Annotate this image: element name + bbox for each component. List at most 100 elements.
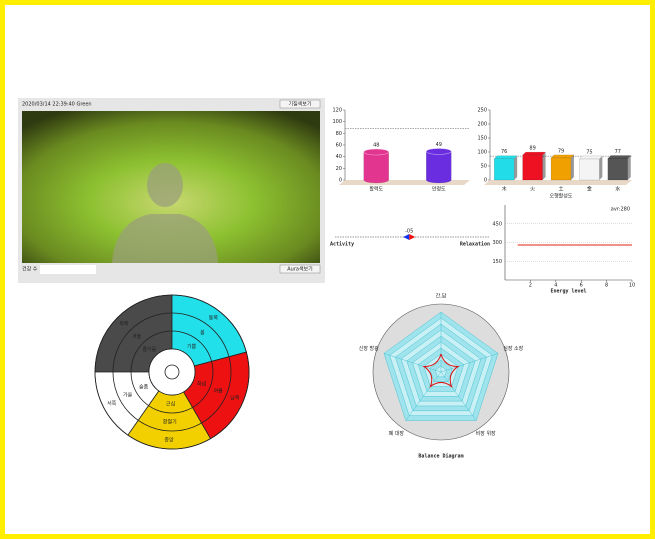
x-tick-label: 4 bbox=[554, 283, 557, 289]
bar-top bbox=[550, 154, 575, 159]
bar bbox=[363, 151, 389, 184]
silhouette bbox=[112, 163, 218, 263]
annotation: avr:280 bbox=[611, 207, 630, 213]
x-label: Energy level bbox=[550, 289, 586, 295]
y-tick-label: 0 bbox=[484, 178, 487, 184]
value-label: 49 bbox=[436, 142, 442, 148]
value-label: 77 bbox=[615, 149, 621, 155]
bar bbox=[579, 158, 600, 181]
x-label: 오행활성도 bbox=[549, 193, 572, 200]
radar-label: 간,담 bbox=[436, 293, 447, 300]
radar-spoke bbox=[405, 371, 442, 421]
radar-spoke bbox=[383, 353, 442, 373]
value-label: 48 bbox=[373, 143, 379, 149]
x-tick-label: 10 bbox=[629, 283, 635, 289]
slider-marker bbox=[403, 234, 410, 240]
wheel-ring bbox=[94, 294, 250, 450]
slider-marker bbox=[409, 234, 416, 240]
wheel-label: 남쪽 bbox=[230, 395, 240, 402]
wheel-label: 겨울 bbox=[132, 333, 142, 340]
x-tick-label: 土 bbox=[558, 186, 563, 193]
y-tick-label: 60 bbox=[336, 143, 342, 149]
bar-side bbox=[514, 155, 518, 180]
temperament-button[interactable] bbox=[279, 99, 321, 109]
wheel-label: 환절기 bbox=[163, 418, 177, 425]
slider-value: -05 bbox=[405, 229, 413, 235]
bar-top bbox=[607, 155, 632, 159]
bar bbox=[522, 154, 543, 181]
y-tick-label: 450 bbox=[492, 221, 502, 227]
value-label: 75 bbox=[586, 150, 592, 156]
y-tick-label: 120 bbox=[332, 108, 342, 114]
y-tick-label: 200 bbox=[477, 122, 487, 128]
y-tick-label: 250 bbox=[477, 108, 487, 114]
x-tick-label: 2 bbox=[529, 283, 532, 289]
bar bbox=[607, 158, 628, 181]
x-tick-label: 활력도 bbox=[369, 186, 383, 193]
y-tick-label: 100 bbox=[477, 150, 487, 156]
wheel-label: 봄 bbox=[200, 330, 205, 336]
value-label: 79 bbox=[558, 148, 564, 154]
wheel-label: 북쪽 bbox=[119, 321, 129, 327]
x-tick-label: 8 bbox=[605, 283, 608, 289]
y-tick-label: 50 bbox=[481, 164, 487, 170]
bar-top bbox=[363, 148, 390, 156]
bar-side bbox=[627, 155, 631, 180]
radar-spoke bbox=[440, 371, 477, 421]
bar-side bbox=[570, 154, 574, 180]
health-label: 건강 수 bbox=[22, 266, 38, 273]
left-label: Activity bbox=[330, 242, 354, 248]
wheel-hub bbox=[164, 364, 180, 380]
y-tick-label: 80 bbox=[336, 131, 342, 137]
y-tick-label: 150 bbox=[477, 136, 487, 142]
bar-top bbox=[493, 155, 518, 159]
radar-label: 심장 소장 bbox=[503, 345, 523, 352]
x-tick-label: 火 bbox=[530, 187, 535, 193]
radar-label: 폐 대장 bbox=[389, 430, 405, 437]
bar bbox=[550, 157, 572, 181]
x-tick-label: 안정도 bbox=[432, 186, 446, 193]
y-tick-label: 100 bbox=[332, 119, 342, 125]
value-label: 89 bbox=[529, 146, 535, 152]
value-label: 76 bbox=[501, 149, 507, 155]
y-tick-label: 0 bbox=[339, 178, 342, 184]
health-input[interactable] bbox=[40, 265, 96, 274]
y-tick-label: 20 bbox=[336, 166, 342, 172]
wheel-label: 화냄 bbox=[197, 381, 207, 388]
wheel-label: 즐거움 bbox=[142, 346, 156, 353]
bar-top bbox=[522, 151, 546, 156]
wheel-label: 근심 bbox=[166, 400, 175, 407]
radar-line bbox=[422, 353, 460, 389]
wheel-label: 서쪽 bbox=[107, 400, 117, 407]
wheel-label: 기쁨 bbox=[187, 343, 197, 350]
bar bbox=[494, 158, 515, 181]
x-tick-label: 木 bbox=[502, 186, 507, 193]
wheel-label: 슬픔 bbox=[139, 383, 149, 390]
x-tick-label: 金 bbox=[587, 186, 592, 193]
bar-side bbox=[542, 152, 546, 180]
radar-label: 신장 방광 bbox=[359, 345, 379, 352]
radar-label: 비장 위장 bbox=[476, 430, 496, 437]
wheel-label: 중앙 bbox=[164, 436, 174, 443]
aura-button[interactable] bbox=[279, 264, 321, 274]
y-tick-label: 40 bbox=[336, 154, 342, 160]
wheel-label: 가을 bbox=[123, 392, 133, 399]
y-tick-label: 300 bbox=[492, 240, 502, 246]
bar-top bbox=[579, 155, 603, 160]
wheel-ring bbox=[112, 312, 232, 432]
radar-spoke bbox=[440, 353, 499, 373]
bar-top bbox=[425, 148, 452, 155]
aura-button-label[interactable]: Aura색보기 bbox=[287, 266, 313, 273]
right-label: Relaxation bbox=[460, 242, 490, 248]
temperament-button-label[interactable]: 기질색보기 bbox=[288, 101, 311, 108]
y-tick-label: 150 bbox=[492, 259, 502, 265]
wheel-ring bbox=[130, 330, 214, 414]
floor bbox=[484, 180, 632, 185]
timestamp: 2020/03/14 22:39:40 Green bbox=[22, 102, 92, 108]
x-tick-label: 6 bbox=[580, 283, 583, 289]
bar bbox=[426, 151, 452, 184]
bar-side bbox=[599, 156, 603, 180]
radar-title: Balance Diagram bbox=[418, 454, 463, 460]
wheel-label: 여름 bbox=[214, 388, 224, 395]
